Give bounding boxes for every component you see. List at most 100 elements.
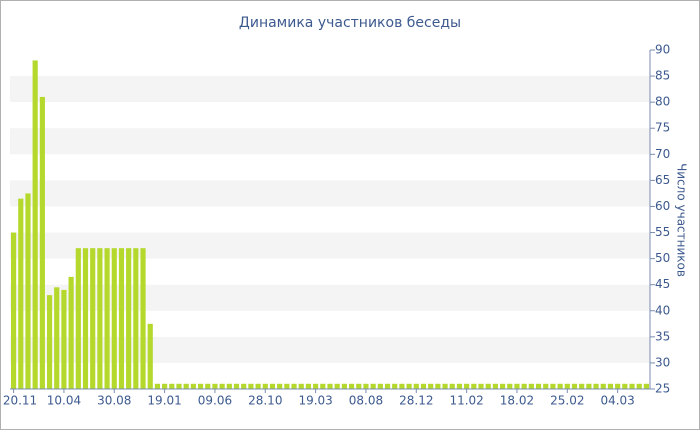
- bar: [320, 383, 326, 389]
- bar: [571, 383, 578, 389]
- bar: [241, 383, 247, 389]
- y-tick-label: 75: [655, 121, 670, 135]
- bar: [521, 383, 527, 389]
- bar: [514, 383, 520, 389]
- bar: [643, 383, 649, 389]
- x-tick-label: 28.10: [248, 394, 282, 408]
- bar: [255, 383, 261, 389]
- bar: [190, 383, 196, 389]
- bar: [564, 383, 570, 389]
- bar: [219, 383, 225, 389]
- bar: [622, 383, 628, 389]
- bar: [32, 60, 38, 389]
- bar: [356, 383, 362, 389]
- bar: [97, 248, 103, 389]
- grid-band: [10, 180, 650, 207]
- bar: [118, 248, 125, 389]
- bar: [248, 383, 254, 389]
- x-tick-label: 18.02: [500, 394, 534, 408]
- bar: [313, 383, 319, 389]
- bar: [61, 289, 67, 389]
- bar: [226, 383, 232, 389]
- bar: [579, 383, 585, 389]
- bar: [305, 383, 312, 389]
- bar: [104, 248, 110, 389]
- bar: [428, 383, 434, 389]
- bar: [11, 232, 17, 389]
- y-tick-label: 55: [655, 225, 670, 239]
- x-tick-label: 30.08: [97, 394, 131, 408]
- bar: [492, 383, 498, 389]
- bar: [593, 383, 599, 389]
- bar: [75, 248, 81, 389]
- x-tick-label: 25.02: [550, 394, 584, 408]
- bar: [140, 248, 146, 389]
- bar: [399, 383, 405, 389]
- bar: [615, 383, 621, 389]
- bar: [327, 383, 333, 389]
- y-tick-label: 60: [655, 199, 670, 213]
- bar: [111, 248, 117, 389]
- bar: [471, 383, 477, 389]
- bar: [262, 383, 268, 389]
- bar: [197, 383, 204, 389]
- y-tick-label: 50: [655, 251, 670, 265]
- x-tick-label: 11.02: [449, 394, 483, 408]
- bar: [291, 383, 297, 389]
- bar: [543, 383, 549, 389]
- chart-title: Динамика участников беседы: [239, 15, 461, 31]
- bar: [478, 383, 484, 389]
- bar: [384, 383, 391, 389]
- bar: [442, 383, 448, 389]
- bar: [18, 198, 24, 389]
- x-tick-label: 19.01: [147, 394, 181, 408]
- bar: [205, 383, 211, 389]
- x-tick-label: 08.08: [349, 394, 383, 408]
- bar: [169, 383, 175, 389]
- bar: [392, 383, 398, 389]
- bar: [212, 383, 218, 389]
- bar: [82, 248, 89, 389]
- bar: [341, 383, 347, 389]
- bar: [528, 383, 534, 389]
- bar: [607, 383, 614, 389]
- bar: [406, 383, 412, 389]
- y-tick-label: 35: [655, 329, 670, 343]
- bar: [456, 383, 463, 389]
- y-tick-label: 70: [655, 147, 670, 161]
- bar: [449, 383, 455, 389]
- bar: [586, 383, 592, 389]
- bar: [147, 323, 153, 389]
- y-tick-label: 85: [655, 69, 670, 83]
- bar: [162, 383, 168, 389]
- bar: [420, 383, 427, 389]
- bar: [363, 383, 369, 389]
- bar: [370, 383, 376, 389]
- bar: [39, 96, 45, 389]
- bar: [133, 248, 139, 389]
- x-tick-label: 09.06: [198, 394, 232, 408]
- bar: [154, 383, 161, 389]
- x-tick-label: 28.12: [399, 394, 433, 408]
- bar: [298, 383, 304, 389]
- bar: [233, 383, 240, 389]
- x-tick-label: 19.03: [298, 394, 332, 408]
- x-tick-label: 20.11: [3, 394, 37, 408]
- bar: [499, 383, 506, 389]
- bar: [485, 383, 491, 389]
- bar: [334, 383, 340, 389]
- bar: [277, 383, 283, 389]
- grid-band: [10, 128, 650, 155]
- x-tick-label: 10.04: [47, 394, 81, 408]
- bar: [557, 383, 563, 389]
- bar: [413, 383, 419, 389]
- bar: [126, 248, 132, 389]
- bar: [68, 276, 74, 389]
- bar: [636, 383, 642, 389]
- y-axis-label: Число участников: [675, 163, 689, 277]
- y-tick-label: 40: [655, 303, 670, 317]
- bar: [183, 383, 189, 389]
- bar: [284, 383, 290, 389]
- bar: [90, 248, 96, 389]
